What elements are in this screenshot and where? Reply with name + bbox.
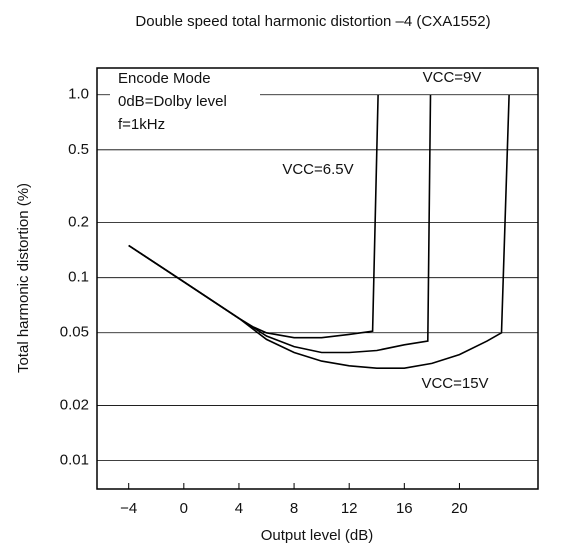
x-axis-label: Output level (dB) [261,527,374,544]
y-tick-label: 0.02 [60,397,89,414]
x-tick-label: 8 [290,500,298,517]
series-label: VCC=15V [421,375,488,392]
y-tick-label: 0.5 [68,141,89,158]
series-label: VCC=9V [423,69,482,86]
annotation: Encode Mode [118,70,211,87]
y-tick-label: 0.05 [60,324,89,341]
x-tick-label: 12 [341,500,358,517]
y-axis-label: Total harmonic distortion (%) [15,183,32,373]
series-label-bg [419,374,491,392]
series-label-bg [280,160,356,178]
x-tick-label: 4 [235,500,243,517]
y-tick-label: 0.01 [60,452,89,469]
y-tick-label: 0.1 [68,269,89,286]
y-tick-label: 0.2 [68,214,89,231]
annotation: 0dB=Dolby level [118,93,227,110]
x-tick-label: −4 [120,500,137,517]
chart-title: Double speed total harmonic distortion –… [135,13,490,30]
y-tick-label: 1.0 [68,86,89,103]
annotation: f=1kHz [118,116,165,133]
x-tick-label: 20 [451,500,468,517]
series-label: VCC=6.5V [282,161,353,178]
annotation-bg [110,70,260,134]
x-tick-label: 16 [396,500,413,517]
x-tick-label: 0 [180,500,188,517]
plot-frame [96,67,539,490]
line [128,94,510,369]
series-label-bg [420,68,484,86]
